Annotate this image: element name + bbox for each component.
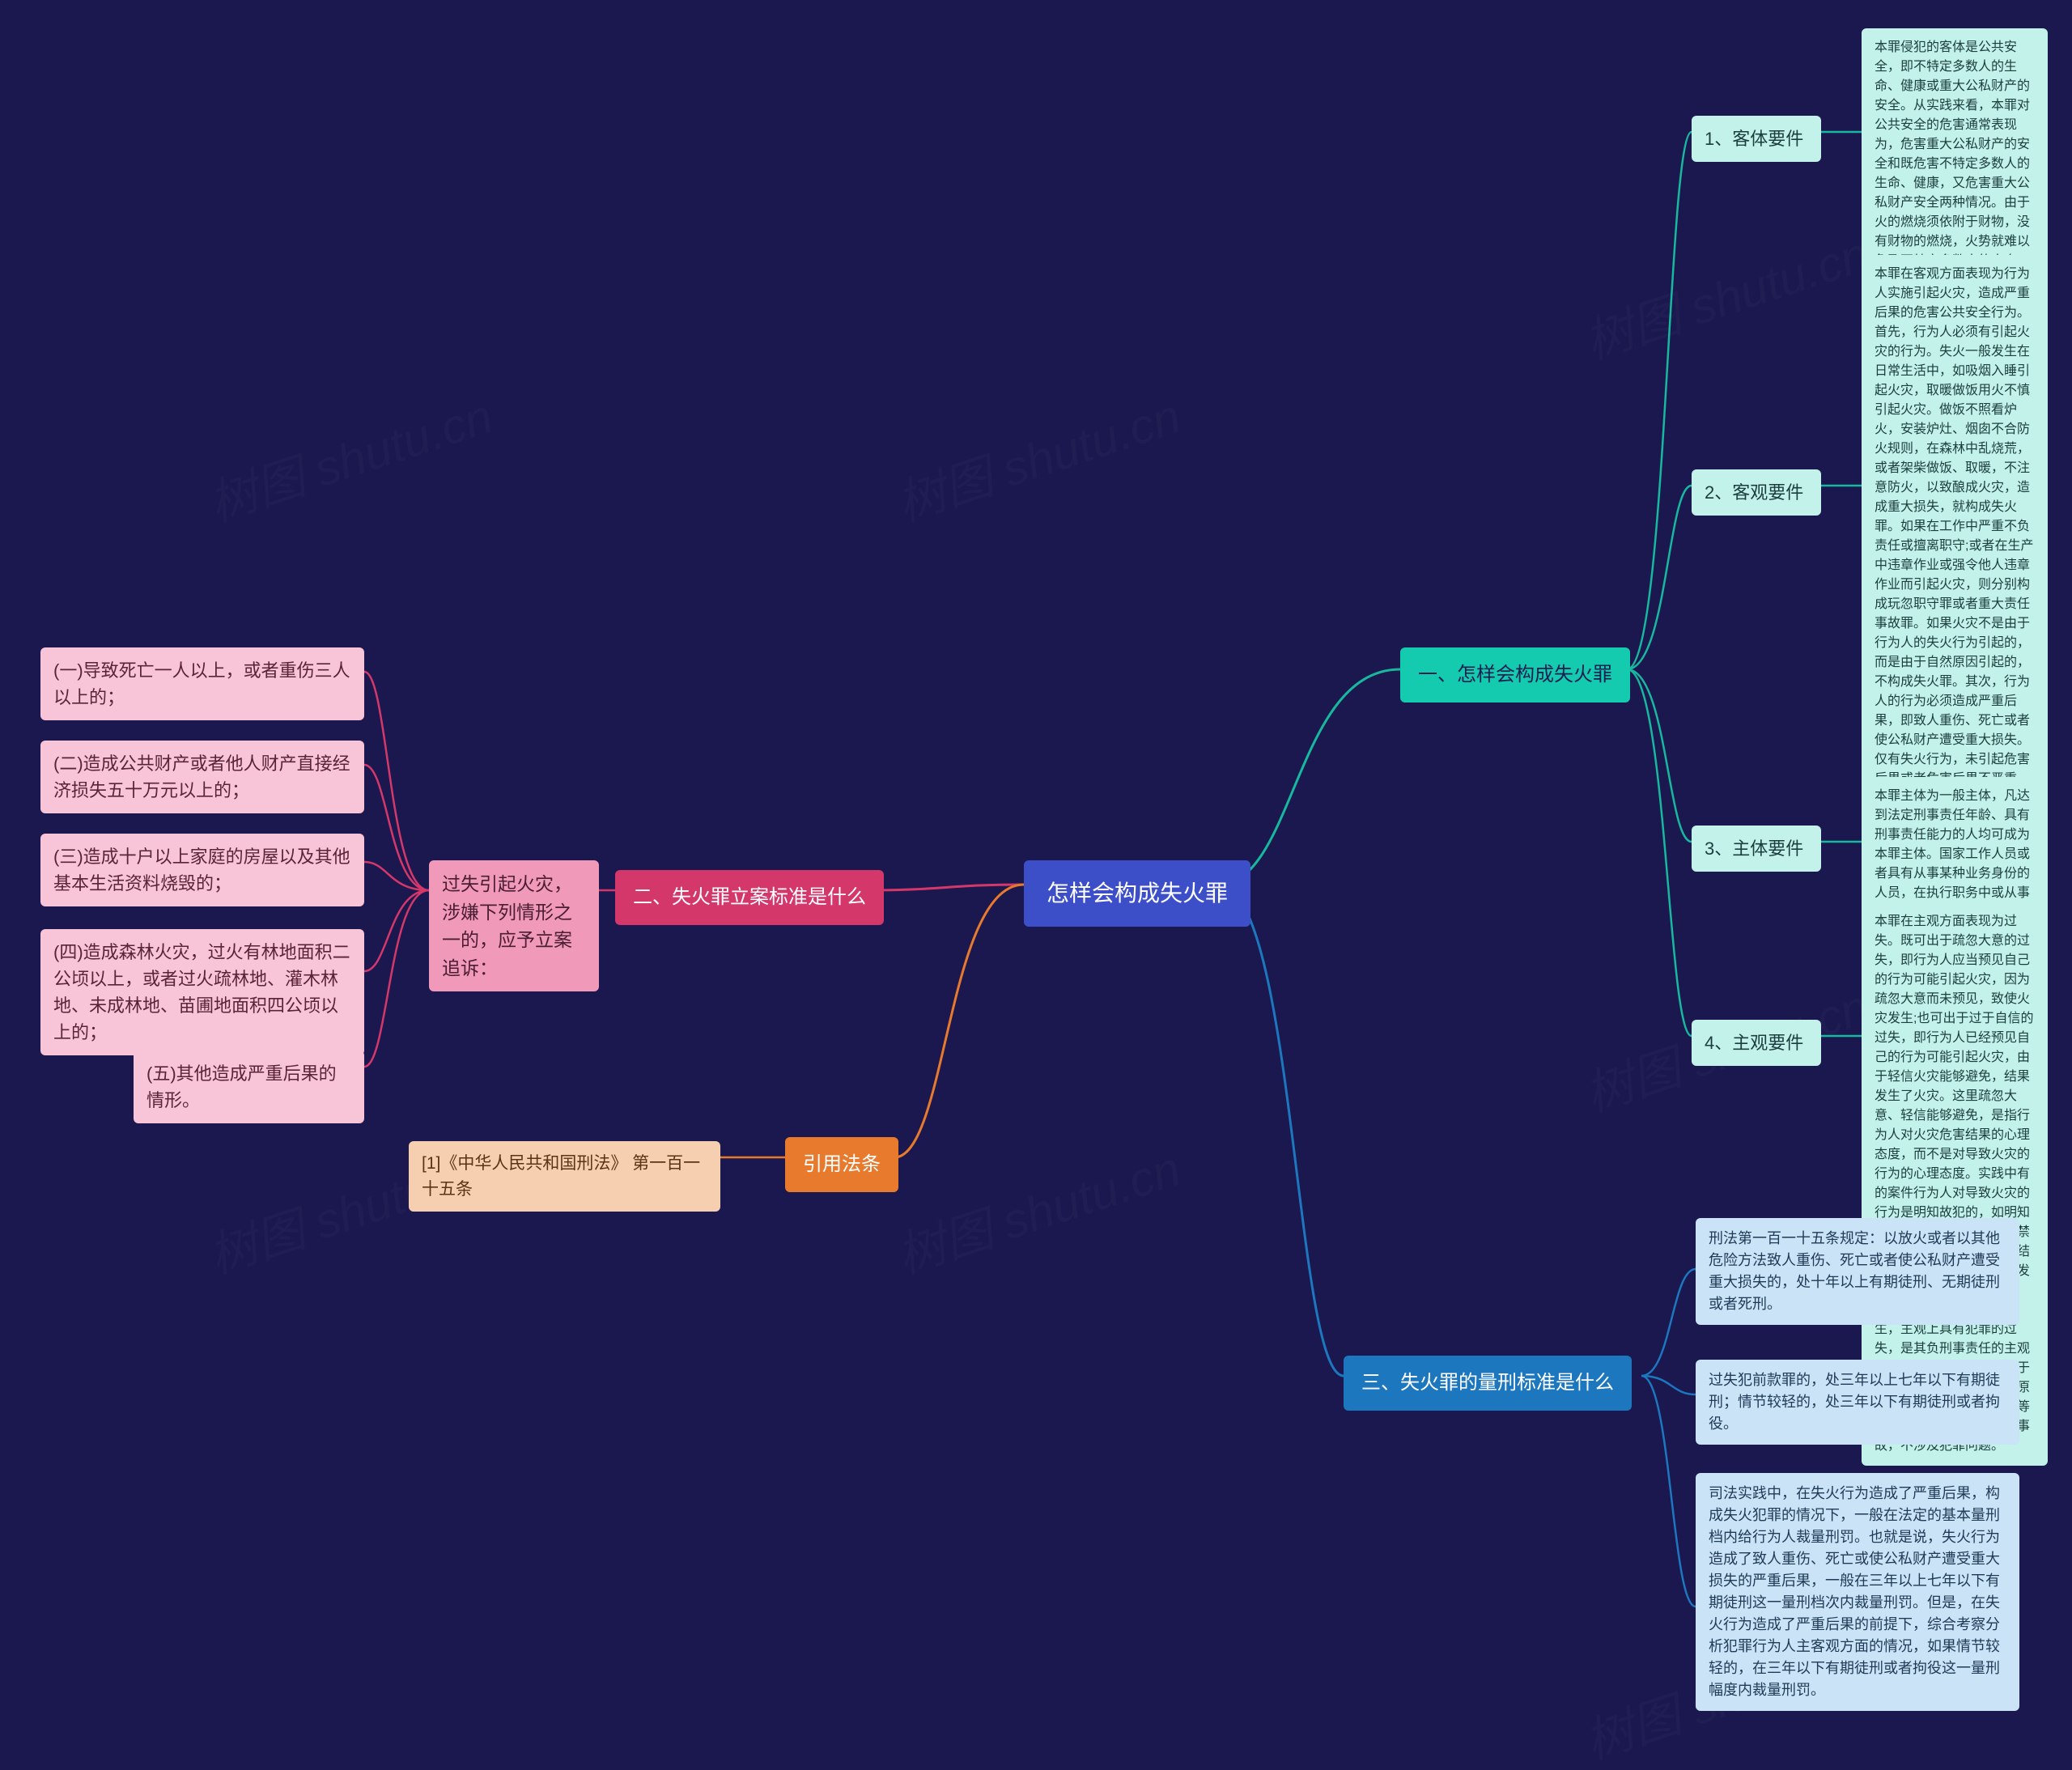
watermark: 树图 shutu.cn bbox=[886, 377, 1188, 535]
root-node[interactable]: 怎样会构成失火罪 bbox=[1024, 860, 1250, 927]
s2-mid[interactable]: 过失引起火灾，涉嫌下列情形之一的，应予立案追诉： bbox=[429, 860, 599, 991]
section-4[interactable]: 引用法条 bbox=[785, 1137, 898, 1192]
s1-child-4-label[interactable]: 4、主观要件 bbox=[1692, 1020, 1821, 1066]
s3-item-3: 司法实践中，在失火行为造成了严重后果，构成失火犯罪的情况下，一般在法定的基本量刑… bbox=[1696, 1473, 2019, 1711]
s4-item: [1]《中华人民共和国刑法》 第一百一十五条 bbox=[409, 1141, 720, 1212]
watermark: 树图 shutu.cn bbox=[1574, 215, 1876, 373]
watermark: 树图 shutu.cn bbox=[886, 1130, 1188, 1288]
s3-item-2: 过失犯前款罪的，处三年以上七年以下有期徒刑；情节较轻的，处三年以下有期徒刑或者拘… bbox=[1696, 1360, 2019, 1445]
s3-item-1: 刑法第一百一十五条规定：以放火或者以其他危险方法致人重伤、死亡或者使公私财产遭受… bbox=[1696, 1218, 2019, 1325]
s1-child-1-label[interactable]: 1、客体要件 bbox=[1692, 116, 1821, 162]
section-1[interactable]: 一、怎样会构成失火罪 bbox=[1400, 647, 1630, 702]
s2-item-2: (二)造成公共财产或者他人财产直接经济损失五十万元以上的； bbox=[40, 741, 364, 813]
s1-child-3-label[interactable]: 3、主体要件 bbox=[1692, 826, 1821, 872]
s2-item-1: (一)导致死亡一人以上，或者重伤三人以上的； bbox=[40, 647, 364, 720]
section-2[interactable]: 二、失火罪立案标准是什么 bbox=[615, 870, 884, 925]
s2-item-5: (五)其他造成严重后果的情形。 bbox=[134, 1051, 364, 1123]
section-3[interactable]: 三、失火罪的量刑标准是什么 bbox=[1344, 1356, 1632, 1411]
s2-item-4: (四)造成森林火灾，过火有林地面积二公顷以上，或者过火疏林地、灌木林地、未成林地… bbox=[40, 929, 364, 1055]
watermark: 树图 shutu.cn bbox=[198, 377, 500, 535]
s1-child-2-label[interactable]: 2、客观要件 bbox=[1692, 469, 1821, 516]
s2-item-3: (三)造成十户以上家庭的房屋以及其他基本生活资料烧毁的； bbox=[40, 834, 364, 906]
